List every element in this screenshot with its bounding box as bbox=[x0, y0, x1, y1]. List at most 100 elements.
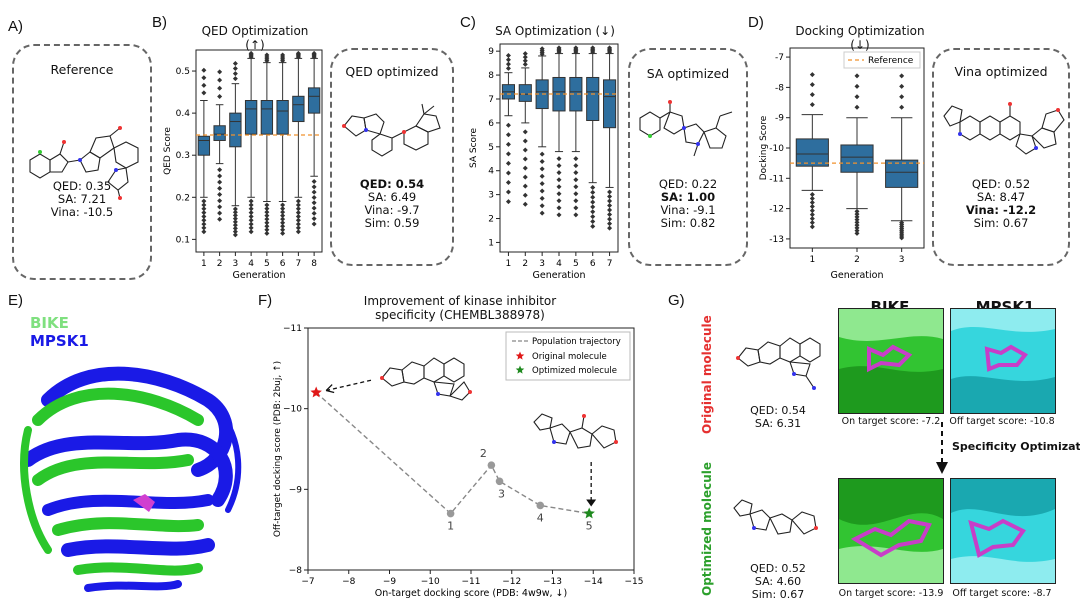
y-axis-label: QED Score bbox=[163, 127, 173, 175]
outlier-point bbox=[505, 189, 511, 195]
outlier-point bbox=[201, 229, 207, 235]
legend-box bbox=[843, 51, 921, 69]
outlier-point bbox=[590, 199, 596, 205]
vina-optimized-sim: Sim: 0.67 bbox=[973, 216, 1029, 230]
x-tick-label: 5 bbox=[573, 259, 579, 269]
x-axis-label: Generation bbox=[233, 270, 286, 281]
outlier-point bbox=[295, 213, 301, 219]
x-tick-label: 1 bbox=[809, 255, 815, 265]
y-tick-label: 3 bbox=[488, 191, 494, 201]
outlier-point bbox=[280, 206, 286, 212]
box-1 bbox=[197, 135, 211, 156]
qed-boxplot: 0.1 0.2 0.3 0.4 0.5 QED Score Generation 1 2 3 4 5 6… bbox=[163, 49, 323, 281]
outlier-point bbox=[607, 216, 613, 222]
outlier-point bbox=[607, 45, 613, 51]
outlier-point bbox=[201, 82, 207, 88]
outlier-point bbox=[556, 170, 562, 176]
y-axis-label: SA Score bbox=[469, 127, 479, 168]
outlier-point bbox=[556, 191, 562, 197]
x-tick-label: 8 bbox=[311, 259, 317, 269]
bike-optimized-score: On target score: -13.9 bbox=[838, 588, 944, 599]
point-label-5: 5 bbox=[586, 520, 593, 533]
y-tick-label: −10 bbox=[283, 405, 302, 415]
g-original-qed: QED: 0.54 bbox=[750, 404, 806, 417]
y-tick-label: -7 bbox=[775, 53, 784, 63]
qed-optimized-sim: Sim: 0.59 bbox=[364, 216, 420, 230]
outlier-point bbox=[311, 50, 317, 56]
outlier-point bbox=[590, 204, 596, 210]
panel-b-label: B) bbox=[152, 14, 167, 31]
outlier-point bbox=[311, 200, 317, 206]
original-molecule-label: Original molecule bbox=[700, 315, 714, 434]
outlier-point bbox=[264, 52, 270, 58]
qed-optimized-qed: QED: 0.54 bbox=[359, 177, 425, 191]
legend-optimized-swatch bbox=[515, 365, 525, 374]
x-tick-label: 6 bbox=[590, 259, 596, 269]
outlier-point bbox=[280, 223, 286, 229]
y-tick-label: 0.5 bbox=[176, 67, 190, 77]
outlier-point bbox=[201, 67, 207, 73]
outlier-point bbox=[573, 205, 579, 211]
panel-d-label: D) bbox=[748, 14, 764, 31]
y-tick-label: 4 bbox=[488, 167, 494, 177]
outlier-point bbox=[232, 206, 238, 212]
outlier-point bbox=[505, 170, 511, 176]
y-axis-label: Docking Score bbox=[759, 115, 769, 180]
outlier-point bbox=[573, 170, 579, 176]
outlier-point bbox=[522, 183, 528, 189]
outlier-point bbox=[248, 206, 254, 212]
outlier-point bbox=[590, 194, 596, 200]
outlier-point bbox=[248, 221, 254, 227]
outlier-point bbox=[232, 229, 238, 235]
y-tick-label: 8 bbox=[488, 71, 494, 81]
outlier-point bbox=[248, 202, 254, 208]
outlier-point bbox=[556, 198, 562, 204]
original-molecule-point bbox=[310, 386, 322, 398]
outlier-point bbox=[539, 159, 545, 165]
outlier-point bbox=[201, 210, 207, 216]
sa-optimized-molecule-image bbox=[639, 100, 733, 157]
outlier-point bbox=[217, 216, 223, 222]
box-7 bbox=[603, 79, 617, 129]
outlier-point bbox=[809, 216, 815, 222]
protein-structure-image bbox=[20, 366, 242, 592]
outlier-point bbox=[809, 208, 815, 214]
outlier-point bbox=[556, 45, 562, 51]
outlier-point bbox=[280, 230, 286, 236]
outlier-point bbox=[201, 221, 207, 227]
outlier-point bbox=[522, 54, 528, 60]
outlier-point bbox=[264, 216, 270, 222]
qed-optimized-title: QED optimized bbox=[345, 64, 439, 79]
panel-g-label: G) bbox=[668, 292, 685, 309]
outlier-point bbox=[809, 212, 815, 218]
panel-a-label: A) bbox=[8, 18, 23, 35]
legend-optimized-label: Optimized molecule bbox=[532, 366, 617, 376]
outlier-point bbox=[280, 209, 286, 215]
outlier-point bbox=[217, 192, 223, 198]
box-7 bbox=[292, 95, 305, 123]
outlier-point bbox=[854, 208, 860, 214]
outlier-point bbox=[505, 57, 511, 63]
x-tick-label: 1 bbox=[201, 259, 207, 269]
outlier-point bbox=[522, 192, 528, 198]
y-tick-label: 7 bbox=[488, 95, 494, 105]
outlier-point bbox=[295, 217, 301, 223]
outlier-point bbox=[522, 147, 528, 153]
reference-molecule-image bbox=[29, 126, 139, 200]
outlier-point bbox=[201, 213, 207, 219]
sa-optimized-props: QED: 0.22 SA: 1.00 Vina: -9.1 Sim: 0.82 bbox=[630, 178, 746, 230]
vina-optimized-sa: SA: 8.47 bbox=[976, 190, 1026, 204]
outlier-point bbox=[899, 94, 905, 100]
outlier-point bbox=[217, 94, 223, 100]
trajectory-point bbox=[536, 501, 545, 510]
outlier-point bbox=[248, 225, 254, 231]
qed-chart-title: QED Optimization (↑) bbox=[201, 24, 309, 52]
trajectory-point bbox=[446, 509, 455, 518]
y-tick-label: −11 bbox=[283, 324, 302, 334]
outlier-point bbox=[854, 222, 860, 228]
x-tick-label: 4 bbox=[556, 259, 562, 269]
outlier-point bbox=[217, 77, 223, 83]
docking-boxplot: -13 -12 -11 -10 -9 -8 -7 Docking Score Generatio… bbox=[759, 47, 925, 281]
outlier-point bbox=[217, 173, 223, 179]
original-arrow-head bbox=[325, 384, 335, 394]
